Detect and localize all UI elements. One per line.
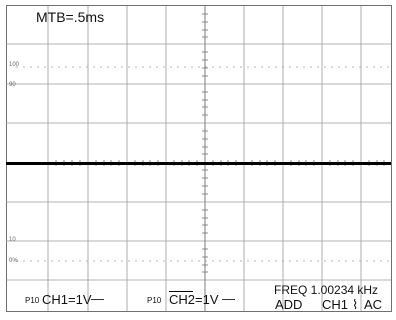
marker-90-percent: 90 [9,82,16,88]
marker-0-percent: 0% [9,258,18,264]
marker-100-percent: 100 [9,62,20,68]
horizontal-grid-lines [6,43,391,281]
graticule-border [6,5,392,312]
channel1-coupling-icon: — [91,291,104,306]
timebase-readout: MTB=.5ms [36,9,105,25]
center-vertical-axis [202,6,208,311]
trigger-coupling: AC [364,297,383,312]
channel1-setting: CH1=1V [42,292,92,307]
trigger-source: CH1 [322,297,349,312]
channel1-probe: P10 [25,296,40,305]
marker-10-percent: 10 [9,237,16,243]
vertical-mode: ADD [275,297,303,312]
channel2-coupling-icon: — [222,291,235,306]
frequency-readout: FREQ 1.00234 kHz [274,283,379,297]
channel2-setting: CH2=1V [169,292,219,307]
channel2-invert-overline [169,291,193,292]
channel2-probe: P10 [147,296,162,305]
trigger-slope-icon: ⌇ [352,297,359,312]
